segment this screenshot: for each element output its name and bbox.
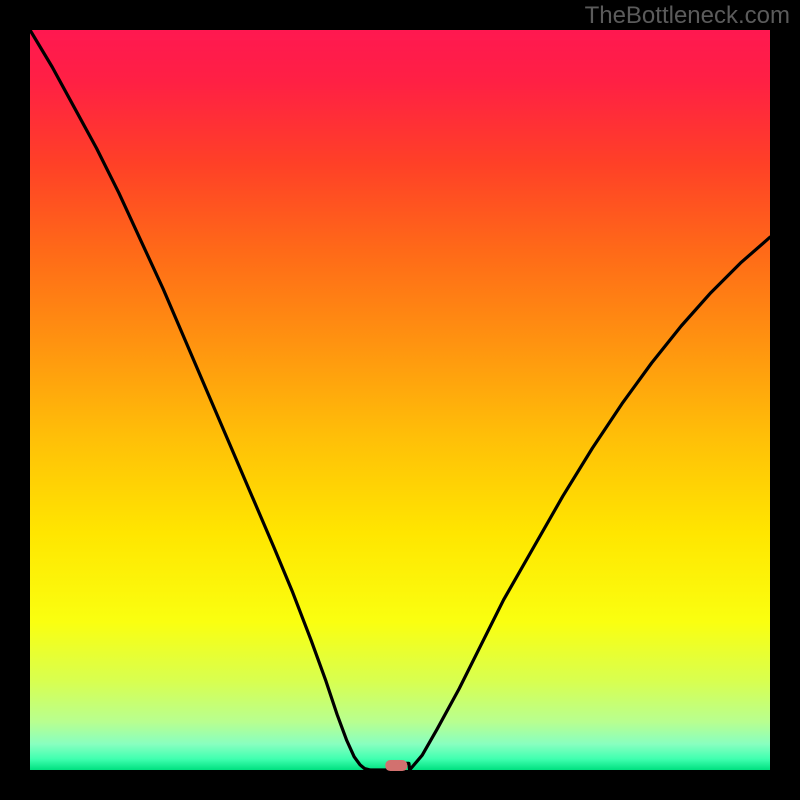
watermark-text: TheBottleneck.com — [585, 2, 790, 30]
bottleneck-chart — [0, 0, 800, 800]
chart-background — [30, 30, 770, 770]
optimal-marker — [385, 760, 407, 771]
chart-stage: TheBottleneck.com — [0, 0, 800, 800]
